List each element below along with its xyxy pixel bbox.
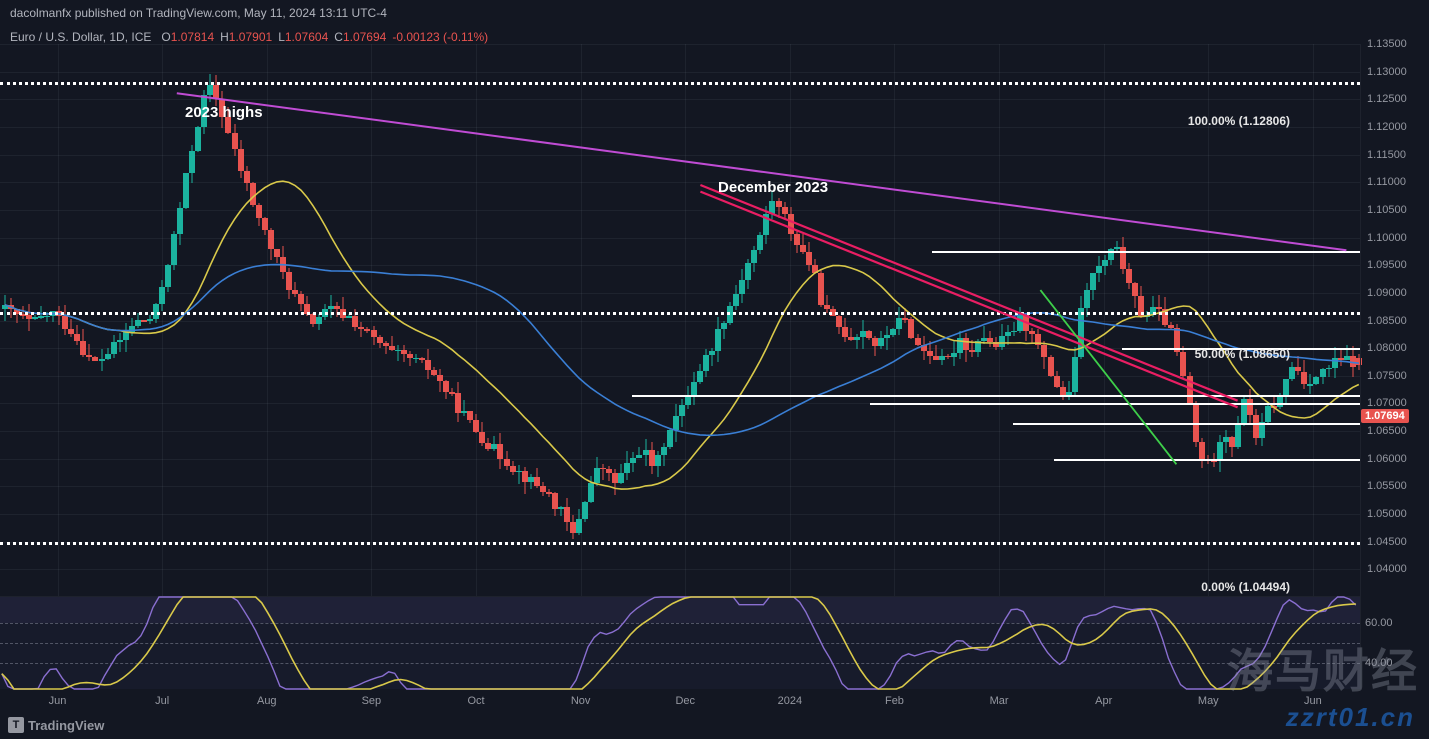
price-axis[interactable]: 1.13500 1.13000 1.12500 1.12000 1.11500 1.110… xyxy=(1360,44,1429,689)
price-tick-label: 1.13500 xyxy=(1367,38,1407,50)
rsi-line-overlay xyxy=(0,597,1360,689)
high-value: 1.07901 xyxy=(229,30,272,44)
month-tick-label: Apr xyxy=(1095,695,1112,707)
price-tick-label: 1.06000 xyxy=(1367,453,1407,465)
month-tick-label: Nov xyxy=(571,695,591,707)
change-value: -0.00123 (-0.11%) xyxy=(392,30,488,44)
rsi-tick-60: 60.00 xyxy=(1365,617,1393,629)
price-tick-label: 1.07000 xyxy=(1367,397,1407,409)
price-tick-label: 1.11000 xyxy=(1367,176,1406,188)
month-tick-label: Dec xyxy=(675,695,695,707)
month-tick-label: Jun xyxy=(49,695,67,707)
open-value: 1.07814 xyxy=(171,30,214,44)
symbol-label: Euro / U.S. Dollar, 1D, ICE xyxy=(10,30,151,44)
current-price-badge: 1.07694 xyxy=(1361,409,1409,423)
month-tick-label: Sep xyxy=(362,695,382,707)
watermark-url-text: zzrt01.cn xyxy=(1286,702,1415,733)
tradingview-icon: T xyxy=(8,717,24,733)
fib-label-100: 100.00% (1.12806) xyxy=(1188,114,1290,128)
rsi-indicator-panel[interactable]: 60.00 40.00 xyxy=(0,597,1360,689)
price-tick-label: 1.10000 xyxy=(1367,232,1407,244)
price-chart-panel[interactable]: 2023 highs December 2023 2023 lows 100.0… xyxy=(0,44,1360,597)
price-tick-label: 1.09500 xyxy=(1367,259,1407,271)
fib-label-0: 0.00% (1.04494) xyxy=(1201,580,1290,594)
month-tick-label: Jul xyxy=(155,695,169,707)
price-tick-label: 1.13000 xyxy=(1367,66,1407,78)
price-tick-label: 1.08500 xyxy=(1367,315,1407,327)
watermark-cjk-text: 海马财经 xyxy=(1227,635,1419,701)
month-tick-label: May xyxy=(1198,695,1219,707)
price-tick-label: 1.07500 xyxy=(1367,370,1407,382)
month-tick-label: Oct xyxy=(467,695,484,707)
price-tick-label: 1.05000 xyxy=(1367,508,1407,520)
month-tick-label: 2024 xyxy=(778,695,802,707)
tradingview-label: TradingView xyxy=(28,718,104,733)
tradingview-logo: T TradingView xyxy=(8,717,104,733)
price-tick-label: 1.08000 xyxy=(1367,342,1407,354)
month-tick-label: Feb xyxy=(885,695,904,707)
ohlc-line: Euro / U.S. Dollar, 1D, ICE O1.07814 H1.… xyxy=(10,30,488,44)
fib-label-50: 50.00% (1.08650) xyxy=(1195,347,1290,361)
trendline-overlay[interactable] xyxy=(0,44,1360,596)
price-tick-label: 1.10500 xyxy=(1367,204,1407,216)
low-value: 1.07604 xyxy=(285,30,328,44)
annotation-december-2023: December 2023 xyxy=(718,179,828,196)
price-tick-label: 1.05500 xyxy=(1367,480,1407,492)
month-tick-label: Mar xyxy=(990,695,1009,707)
price-tick-label: 1.12500 xyxy=(1367,93,1407,105)
tradingview-chart-window: dacolmanfx published on TradingView.com,… xyxy=(0,0,1429,739)
price-tick-label: 1.04500 xyxy=(1367,536,1407,548)
price-tick-label: 1.09000 xyxy=(1367,287,1407,299)
price-tick-label: 1.06500 xyxy=(1367,425,1407,437)
price-tick-label: 1.12000 xyxy=(1367,121,1407,133)
close-value: 1.07694 xyxy=(343,30,386,44)
annotation-2023-highs: 2023 highs xyxy=(185,104,263,121)
month-tick-label: Aug xyxy=(257,695,277,707)
price-tick-label: 1.11500 xyxy=(1367,149,1406,161)
publisher-line: dacolmanfx published on TradingView.com,… xyxy=(10,6,387,20)
price-tick-label: 1.04000 xyxy=(1367,563,1407,575)
time-axis[interactable]: Jun Jul Aug Sep Oct Nov Dec 2024 Feb Mar Apr May Jun xyxy=(0,689,1360,714)
